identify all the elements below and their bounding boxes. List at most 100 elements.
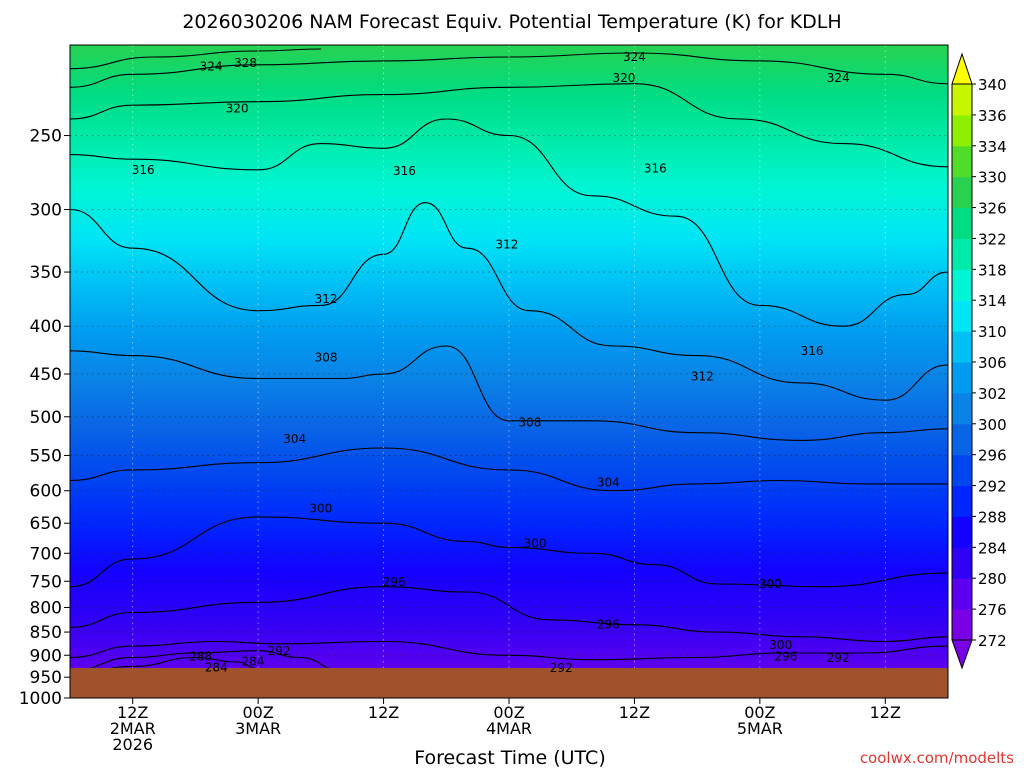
contour-label-10: 312 [315, 292, 338, 306]
contour-label-28: 284 [205, 661, 228, 675]
colorbar: 272 276 280 284 288 292 296 300 302 306 310 314 318 3… [951, 52, 1007, 670]
contour-296-4 [70, 586, 948, 643]
contour-label-11: 308 [315, 350, 338, 364]
contour-300-5 [70, 516, 948, 588]
colorbar-segment-288 [952, 485, 972, 517]
x-tick-label-48-0: 00Z [493, 703, 524, 722]
colorbar-label-322: 322 [978, 230, 1007, 248]
colorbar-segment-326 [952, 176, 972, 209]
terrain-ground [70, 668, 948, 698]
colorbar-label-272: 272 [978, 632, 1007, 650]
contour-288-2 [88, 650, 330, 668]
y-tick-label-500: 500 [30, 408, 62, 428]
contour-328-12 [70, 48, 321, 70]
colorbar-label-284: 284 [978, 539, 1007, 557]
x-tick-label-48-1: 4MAR [486, 719, 532, 738]
colorbar-label-302: 302 [978, 385, 1007, 403]
colorbar-segment-306 [952, 331, 972, 363]
contour-label-24: 288 [189, 650, 212, 664]
colorbar-segment-330 [952, 145, 972, 178]
contour-308-7 [70, 345, 948, 441]
colorbar-label-306: 306 [978, 354, 1007, 372]
x-axis-label: Forecast Time (UTC) [414, 747, 605, 768]
x-tick-label-60-0: 12Z [619, 703, 650, 722]
plot-area: 324 328 324 320 324 320 316 316 316 312 312 308 316 3… [69, 44, 949, 699]
x-tick-label-72-0: 00Z [744, 703, 775, 722]
contour-320-10 [70, 83, 948, 168]
contour-label-12: 316 [801, 344, 824, 358]
colorbar-label-336: 336 [978, 107, 1007, 125]
contour-label-23: 292 [268, 644, 291, 658]
contour-304-6 [70, 447, 948, 492]
watermark: coolwx.com/modelts [860, 749, 1014, 767]
y-tick-label-600: 600 [30, 482, 62, 502]
colorbar-label-310: 310 [978, 323, 1007, 341]
contour-label-8: 316 [644, 161, 667, 175]
x-tick-label-24-0: 00Z [242, 703, 273, 722]
colorbar-label-292: 292 [978, 478, 1007, 496]
contour-284-1 [109, 656, 258, 668]
contour-label-16: 304 [597, 476, 620, 490]
colorbar-bottom-arrow [951, 639, 973, 670]
contour-labels: 324 328 324 320 324 320 316 316 316 312 312 308 316 3… [132, 50, 850, 675]
contour-label-19: 296 [383, 575, 406, 589]
contour-label-22: 300 [769, 638, 792, 652]
contour-label-14: 308 [518, 415, 541, 429]
contour-label-2: 324 [623, 50, 646, 64]
colorbar-segment-318 [952, 238, 972, 270]
colorbar-label-314: 314 [978, 292, 1007, 310]
contour-292-3 [70, 640, 948, 661]
contour-label-4: 324 [827, 71, 850, 85]
colorbar-segment-334 [952, 114, 972, 147]
colorbar-segment-280 [952, 547, 972, 579]
colorbar-label-280: 280 [978, 570, 1007, 588]
contour-label-3: 320 [613, 71, 636, 85]
colorbar-segment-322 [952, 207, 972, 239]
y-axis: 250 300 350 400 450 500 550 600 650 700 750 800 850 9… [19, 127, 70, 709]
colorbar-segment-336 [952, 84, 972, 116]
y-tick-label-650: 650 [30, 514, 62, 534]
colorbar-segment-310 [952, 300, 972, 332]
contour-label-29: 292 [550, 661, 573, 675]
x-tick-label-12-1: 2MAR [110, 719, 156, 738]
y-tick-label-900: 900 [30, 646, 62, 666]
colorbar-label-296: 296 [978, 447, 1007, 465]
contour-label-20: 300 [759, 577, 782, 591]
colorbar-segment-276 [952, 578, 972, 610]
y-tick-label-950: 950 [30, 668, 62, 688]
colorbar-label-276: 276 [978, 601, 1007, 619]
contour-label-9: 312 [495, 237, 518, 251]
field-background [70, 45, 948, 668]
colorbar-label-326: 326 [978, 200, 1007, 218]
contour-label-15: 304 [283, 432, 306, 446]
x-tick-label-84-0: 12Z [870, 703, 901, 722]
y-tick-label-350: 350 [30, 263, 62, 283]
contour-label-5: 320 [226, 102, 249, 116]
colorbar-label-300: 300 [978, 416, 1007, 434]
contour-label-13: 312 [691, 370, 714, 384]
contour-label-21: 296 [597, 617, 620, 631]
x-tick-label-12-0: 12Z [117, 703, 148, 722]
y-tick-label-850: 850 [30, 623, 62, 643]
colorbar-segment-272 [952, 609, 972, 641]
chart-title: 2026030206 NAM Forecast Equiv. Potential… [182, 11, 841, 33]
x-tick-label-12-2: 2026 [112, 735, 153, 754]
colorbar-label-330: 330 [978, 169, 1007, 187]
contour-316-9 [70, 118, 948, 327]
contour-label-1: 328 [234, 56, 257, 70]
contour-label-7: 316 [393, 164, 416, 178]
colorbar-label-288: 288 [978, 508, 1007, 526]
colorbar-segment-296 [952, 423, 972, 456]
contour-label-6: 316 [132, 163, 155, 177]
y-tick-label-700: 700 [30, 544, 62, 564]
colorbar-label-318: 318 [978, 261, 1007, 279]
contour-label-26: 296 [775, 650, 798, 664]
x-tick-label-72-1: 5MAR [737, 719, 783, 738]
colorbar-segment-314 [952, 269, 972, 301]
colorbar-label-340: 340 [978, 76, 1007, 94]
colorbar-segment-302 [952, 362, 972, 394]
contour-312-8 [70, 202, 948, 401]
x-tick-label-36-0: 12Z [368, 703, 399, 722]
